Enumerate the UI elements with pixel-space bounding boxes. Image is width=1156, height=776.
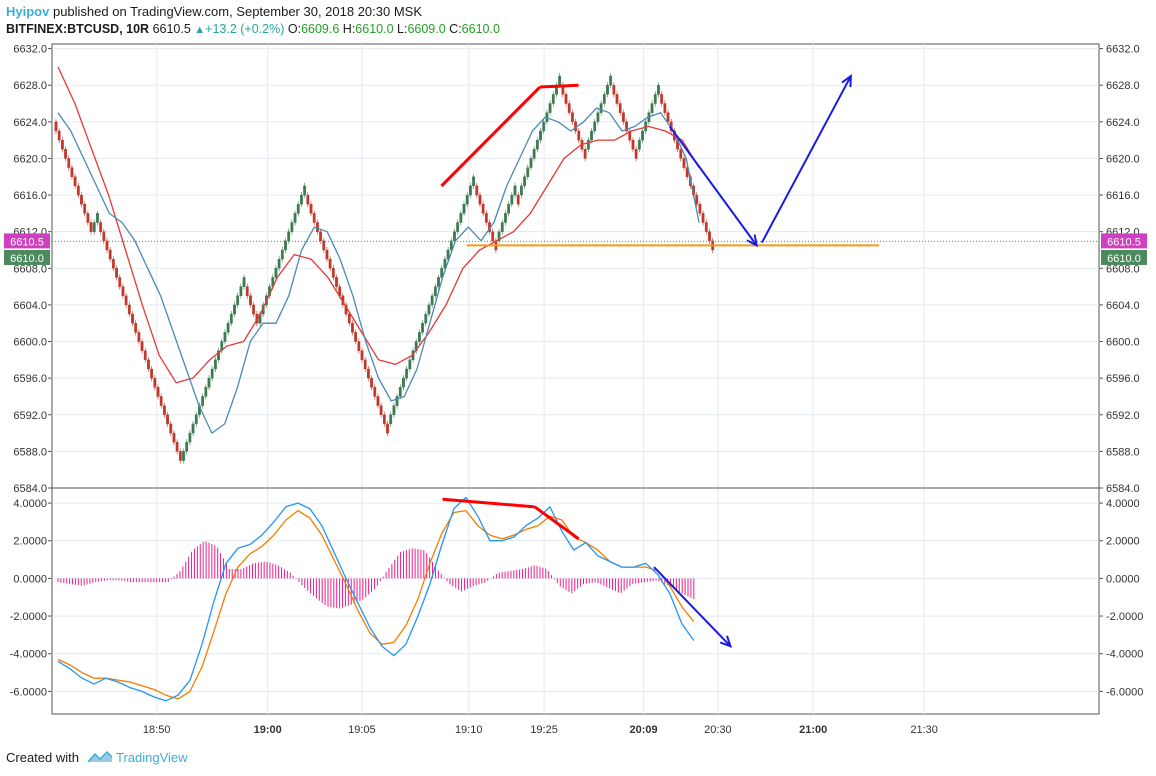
price-trendline xyxy=(539,83,579,89)
close-price-tag-label: 6610.0 xyxy=(1107,253,1141,265)
y-tick-label: 6604.0 xyxy=(13,300,47,312)
drawings-layer[interactable] xyxy=(440,74,880,648)
last-price: 6610.5 xyxy=(152,22,191,36)
last-price-tag xyxy=(1101,233,1147,249)
ma-slow-line xyxy=(57,66,700,384)
x-tick-label: 21:30 xyxy=(910,724,938,736)
y-tick-label: 6588.0 xyxy=(13,446,47,458)
price-projection-arrow xyxy=(668,125,758,246)
last-price-tag-label: 6610.5 xyxy=(1107,236,1141,248)
last-price-tag-label: 6610.5 xyxy=(10,236,44,248)
x-tick-label: 19:10 xyxy=(455,724,483,736)
y-tick-label: 6592.0 xyxy=(1106,410,1140,422)
price-change: +13.2 (+0.2%) xyxy=(205,22,285,36)
y-tick-label: 6624.0 xyxy=(13,117,47,129)
footer: Created with TradingView xyxy=(6,750,188,765)
y-tick-label: 6620.0 xyxy=(13,153,47,165)
x-tick-label: 21:00 xyxy=(799,724,827,736)
open-label: O: xyxy=(287,22,302,36)
y-tick-label: 6604.0 xyxy=(1106,300,1140,312)
x-tick-label: 20:30 xyxy=(704,724,732,736)
y-tick-label: 6628.0 xyxy=(13,80,47,92)
price-projection-arrow-head xyxy=(746,234,758,248)
last-price-tag xyxy=(4,233,50,249)
y-tick-label: 6608.0 xyxy=(13,263,47,275)
close-price-tag xyxy=(4,249,50,265)
symbol-legend: BITFINEX:BTCUSD, 10R 6610.5 ▲+13.2 (+0.2… xyxy=(6,22,500,36)
y-tick-label: 6628.0 xyxy=(1106,80,1140,92)
time-axis[interactable]: 18:50 19:00 19:05 19:10 19:25 20:09 20:30 21:00… xyxy=(143,724,938,736)
close-label: C: xyxy=(449,22,462,36)
y-tick-label: 6620.0 xyxy=(1106,153,1140,165)
x-tick-label: 19:05 xyxy=(348,724,376,736)
y-tick-label: 2.0000 xyxy=(13,536,47,548)
y-tick-label: 6596.0 xyxy=(13,373,47,385)
y-tick-label: 6608.0 xyxy=(1106,263,1140,275)
open-value: 6609.6 xyxy=(301,22,340,36)
macd-trendline xyxy=(442,497,535,509)
price-tags: 6610.5 6610.5 6610.0 6610.0 xyxy=(4,233,1147,265)
y-tick-label: -4.0000 xyxy=(1106,649,1143,661)
price-projection-arrow xyxy=(760,75,852,244)
y-tick-label: 6592.0 xyxy=(13,410,47,422)
macd-line xyxy=(57,496,695,702)
price-axis-right[interactable]: 6632.06628.06624.06620.06616.06612.06608… xyxy=(1099,44,1143,699)
high-value: 6610.0 xyxy=(355,22,394,36)
y-tick-label: 6584.0 xyxy=(1106,483,1140,495)
price-trendline xyxy=(440,85,541,187)
y-tick-label: 4.0000 xyxy=(13,498,47,510)
y-tick-label: 6616.0 xyxy=(13,190,47,202)
tradingview-brand[interactable]: TradingView xyxy=(116,750,188,765)
price-projection-arrow-head xyxy=(841,74,852,88)
macd-pane[interactable] xyxy=(57,496,695,702)
y-tick-label: 6596.0 xyxy=(1106,373,1140,385)
x-tick-label: 19:25 xyxy=(530,724,558,736)
symbol-name: BITFINEX:BTCUSD, 10R xyxy=(6,22,150,36)
macd-projection-arrow xyxy=(653,566,732,647)
x-tick-label: 19:00 xyxy=(254,724,282,736)
y-tick-label: 6632.0 xyxy=(13,44,47,56)
author-name[interactable]: Hyipov xyxy=(6,4,50,19)
tradingview-logo-icon xyxy=(87,750,113,763)
close-price-tag xyxy=(1101,249,1147,265)
published-text: published on TradingView.com, September … xyxy=(52,4,423,19)
y-tick-label: -2.0000 xyxy=(1106,611,1143,623)
y-tick-label: 2.0000 xyxy=(1106,536,1140,548)
y-tick-label: 6616.0 xyxy=(1106,190,1140,202)
low-label: L: xyxy=(397,22,408,36)
created-with-text: Created with xyxy=(6,750,79,765)
y-tick-label: 6600.0 xyxy=(1106,337,1140,349)
close-value: 6610.0 xyxy=(461,22,500,36)
y-tick-label: -6.0000 xyxy=(10,686,47,698)
triangle-up-icon: ▲ xyxy=(194,24,206,36)
y-tick-label: 6600.0 xyxy=(13,337,47,349)
y-tick-label: 4.0000 xyxy=(1106,498,1140,510)
y-tick-label: -2.0000 xyxy=(10,611,47,623)
close-price-tag-label: 6610.0 xyxy=(10,253,44,265)
y-tick-label: 6588.0 xyxy=(1106,446,1140,458)
publication-header: Hyipov published on TradingView.com, Sep… xyxy=(6,4,422,19)
x-tick-label: 20:09 xyxy=(629,724,657,736)
y-tick-label: 0.0000 xyxy=(1106,573,1140,585)
x-tick-label: 18:50 xyxy=(143,724,171,736)
y-tick-label: 6624.0 xyxy=(1106,117,1140,129)
y-tick-label: 0.0000 xyxy=(13,573,47,585)
chart-area[interactable]: 6632.06628.06624.06620.06616.06612.06608… xyxy=(0,0,1156,740)
y-tick-label: 6632.0 xyxy=(1106,44,1140,56)
y-tick-label: -6.0000 xyxy=(1106,686,1143,698)
y-tick-label: 6584.0 xyxy=(13,483,47,495)
high-label: H: xyxy=(342,22,356,36)
macd-projection-arrow-head xyxy=(719,635,733,648)
price-axis-left[interactable]: 6632.06628.06624.06620.06616.06612.06608… xyxy=(10,44,52,699)
macd-trendline xyxy=(533,505,580,541)
ma-fast-line xyxy=(57,107,700,434)
low-value: 6609.0 xyxy=(407,22,446,36)
y-tick-label: -4.0000 xyxy=(10,649,47,661)
